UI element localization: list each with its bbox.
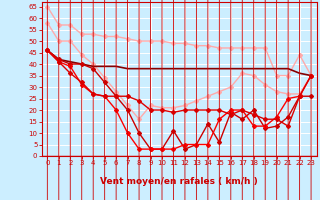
X-axis label: Vent moyen/en rafales ( km/h ): Vent moyen/en rafales ( km/h ) [100,177,258,186]
